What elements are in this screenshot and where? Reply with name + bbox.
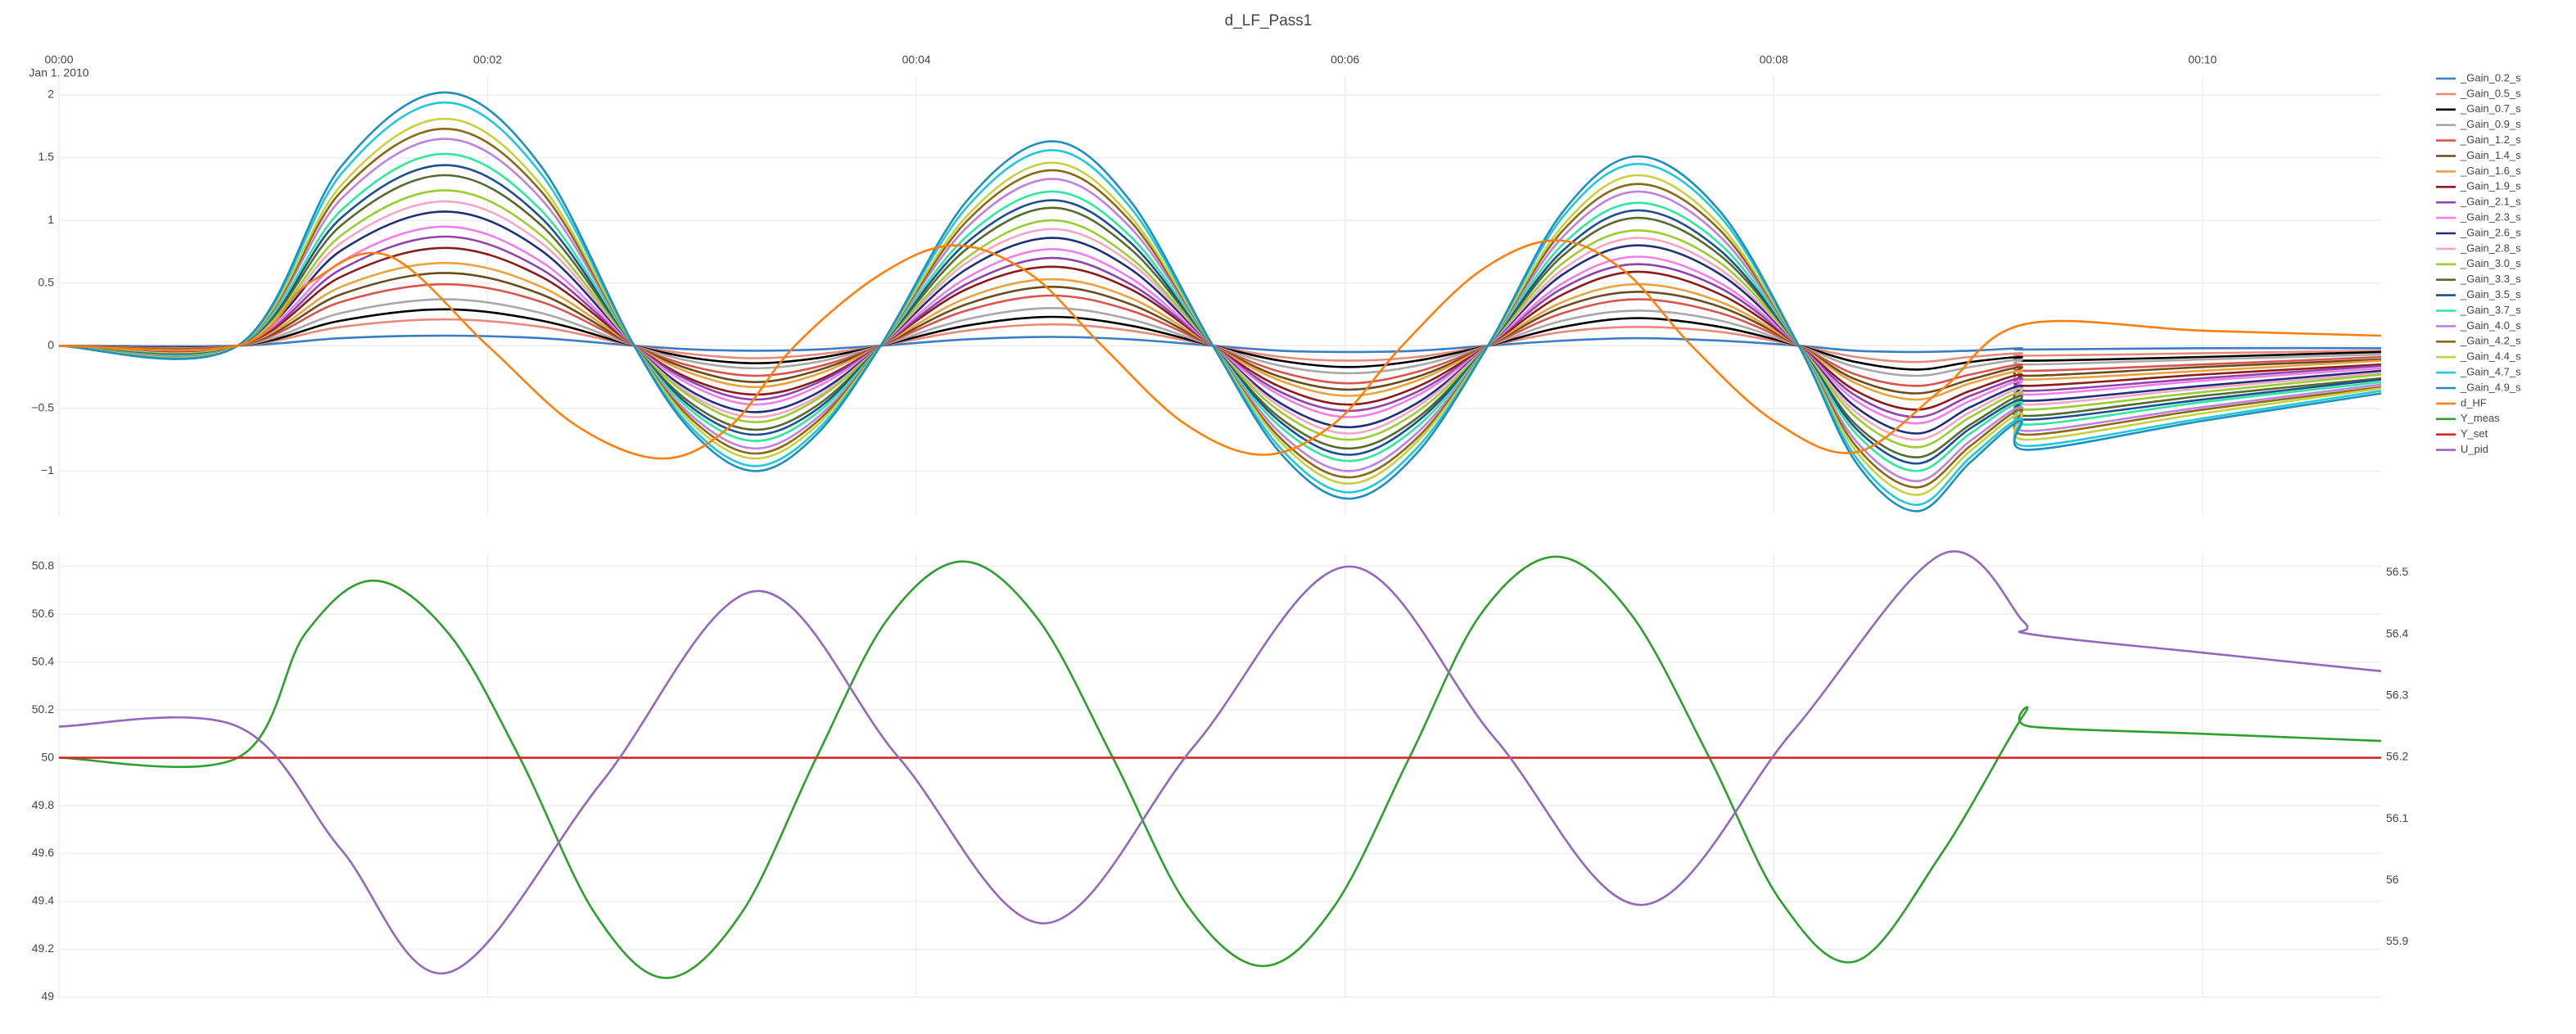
y-tick-label: 49 — [41, 990, 54, 1003]
legend-label[interactable]: _Gain_2.3_s — [2460, 211, 2521, 224]
legend-label[interactable]: _Gain_2.8_s — [2460, 242, 2521, 254]
legend-label[interactable]: _Gain_4.7_s — [2460, 366, 2521, 378]
series-line — [58, 164, 2382, 465]
x-tick-label: 00:04 — [902, 53, 931, 66]
y-tick-label: 2 — [47, 88, 54, 101]
y-tick-label: 0.5 — [38, 275, 55, 288]
series-line — [58, 239, 2382, 460]
x-tick-label: 00:00 — [44, 53, 73, 66]
series-line — [58, 334, 2382, 354]
y-tick-label: 1.5 — [38, 150, 55, 163]
legend-label[interactable]: _Gain_1.2_s — [2460, 133, 2521, 146]
series-line — [58, 138, 2382, 482]
x-tick-label: 00:08 — [1760, 53, 1788, 66]
series-line — [58, 298, 2382, 377]
legend-label[interactable]: _Gain_4.0_s — [2460, 319, 2521, 332]
x-date-label: Jan 1, 2010 — [29, 66, 88, 79]
legend-label[interactable]: _Gain_0.2_s — [2460, 71, 2521, 84]
y-tick-label: 50.2 — [32, 702, 54, 716]
legend-label[interactable]: _Gain_3.5_s — [2460, 288, 2521, 300]
legend-label[interactable]: _Gain_1.9_s — [2460, 180, 2521, 192]
y-tick-label: −0.5 — [31, 401, 54, 414]
x-tick-label: 00:06 — [1331, 53, 1359, 66]
series-line — [58, 200, 2382, 441]
series-line — [58, 189, 2382, 449]
series-line — [58, 225, 2382, 425]
series-line — [58, 91, 2382, 512]
series-line — [58, 210, 2382, 435]
y2-tick-label: 56.5 — [2386, 565, 2408, 578]
series-line — [58, 152, 2382, 472]
legend-label[interactable]: _Gain_3.0_s — [2460, 257, 2521, 269]
y-tick-label: 1 — [47, 213, 54, 226]
legend-label[interactable]: _Gain_4.9_s — [2460, 381, 2521, 393]
y-tick-label: −1 — [41, 463, 54, 476]
y2-tick-label: 56.1 — [2386, 811, 2408, 824]
y-tick-label: 50.6 — [32, 607, 54, 620]
legend-label[interactable]: U_pid — [2461, 443, 2488, 455]
y-tick-label: 49.2 — [32, 941, 54, 955]
series-line — [58, 555, 2382, 979]
y2-tick-label: 55.9 — [2386, 934, 2408, 947]
series-line — [58, 308, 2382, 371]
y-tick-label: 50.8 — [32, 558, 54, 571]
chart-title: d_LF_Pass1 — [1225, 12, 1313, 29]
series-line — [58, 117, 2382, 496]
y-tick-label: 49.6 — [32, 846, 54, 859]
series-line — [58, 318, 2382, 363]
legend-label[interactable]: _Gain_4.4_s — [2460, 350, 2521, 363]
series-line — [58, 272, 2382, 395]
legend-label[interactable]: _Gain_2.1_s — [2460, 196, 2521, 208]
legend-label[interactable]: _Gain_0.7_s — [2460, 102, 2521, 115]
legend-label[interactable]: _Gain_1.4_s — [2460, 149, 2521, 161]
y-tick-label: 50 — [41, 750, 54, 763]
y-tick-label: 49.8 — [32, 798, 54, 811]
series-line — [58, 174, 2382, 458]
legend-label[interactable]: _Gain_1.6_s — [2460, 165, 2521, 177]
series-line — [58, 550, 2382, 975]
legend-label[interactable]: _Gain_0.9_s — [2460, 118, 2521, 130]
y2-tick-label: 56.2 — [2386, 750, 2408, 763]
series-line — [58, 101, 2382, 506]
legend-label[interactable]: _Gain_3.7_s — [2460, 304, 2521, 316]
y-tick-label: 50.4 — [32, 654, 54, 667]
series-line — [58, 246, 2382, 411]
legend-label[interactable]: _Gain_0.5_s — [2460, 87, 2521, 99]
legend-label[interactable]: Y_meas — [2461, 412, 2500, 424]
legend-label[interactable]: _Gain_4.2_s — [2460, 335, 2521, 347]
y-tick-label: 0 — [47, 338, 54, 351]
series-line — [58, 235, 2382, 418]
legend-label[interactable]: _Gain_2.6_s — [2460, 226, 2521, 238]
legend-label[interactable]: Y_set — [2461, 427, 2488, 440]
x-tick-label: 00:10 — [2188, 53, 2217, 66]
series-line — [58, 282, 2382, 387]
y2-tick-label: 56.3 — [2386, 689, 2408, 702]
y2-tick-label: 56 — [2386, 873, 2399, 886]
legend-label[interactable]: _Gain_3.3_s — [2460, 273, 2521, 285]
series-line — [58, 128, 2382, 489]
y2-tick-label: 56.4 — [2386, 626, 2408, 639]
series-line — [58, 261, 2382, 401]
y-tick-label: 49.4 — [32, 894, 54, 907]
x-tick-label: 00:02 — [473, 53, 502, 66]
legend-label[interactable]: d_HF — [2461, 396, 2487, 409]
